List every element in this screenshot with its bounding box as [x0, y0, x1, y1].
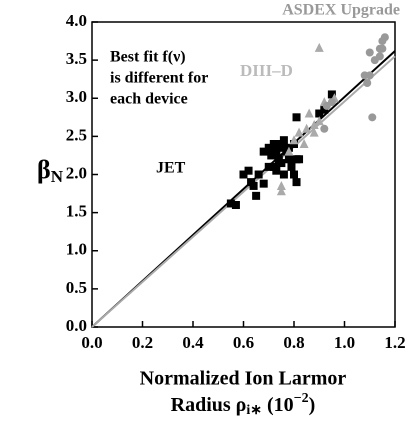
series-label: JET [156, 160, 186, 177]
data-point [254, 170, 263, 179]
data-point [264, 143, 273, 152]
data-point [264, 162, 273, 171]
data-point [360, 71, 369, 80]
data-point [378, 44, 387, 53]
x-tick-label: 0.2 [132, 333, 153, 352]
y-tick-label: 2.0 [66, 163, 87, 182]
x-tick-label: 0.4 [182, 333, 204, 352]
data-point [302, 123, 312, 133]
data-point [327, 98, 336, 107]
y-tick-label: 0.0 [66, 316, 87, 335]
data-point [368, 113, 377, 122]
y-tick-label: 3.5 [66, 49, 87, 68]
data-point [272, 166, 281, 175]
y-tick-label: 3.0 [66, 87, 87, 106]
data-point [287, 162, 296, 171]
annotation: Best fit f(ν) [110, 49, 186, 66]
data-point [239, 170, 248, 179]
data-point [284, 146, 294, 156]
series-label: DIII–D [240, 61, 293, 80]
data-point [252, 191, 261, 200]
data-point [249, 181, 258, 190]
x-tick-label: 1.2 [384, 333, 405, 352]
data-point [315, 109, 324, 118]
annotation: each device [110, 91, 188, 108]
data-point [299, 139, 309, 148]
data-point [304, 108, 314, 118]
y-tick-label: 4.0 [66, 11, 87, 30]
data-point [276, 180, 286, 190]
data-point [244, 166, 253, 175]
y-axis-label: βN [37, 155, 64, 186]
series-label: ASDEX Upgrade [282, 2, 400, 19]
x-tick-label: 0.8 [283, 333, 304, 352]
x-tick-label: 0.6 [233, 333, 254, 352]
y-tick-label: 1.5 [66, 202, 87, 221]
annotation: is different for [110, 70, 208, 87]
x-axis-label: Normalized Ion Larmor [140, 368, 347, 390]
data-point [320, 124, 329, 133]
data-point [279, 136, 288, 145]
data-point [365, 48, 374, 57]
x-axis-label: Radius ρi∗ (10−2) [171, 391, 316, 418]
data-point [295, 155, 304, 164]
data-point [276, 186, 286, 196]
data-point [226, 199, 235, 208]
data-point [320, 105, 329, 114]
data-point [284, 155, 293, 164]
data-point [272, 147, 281, 156]
data-point [259, 147, 268, 156]
x-tick-label: 1.0 [334, 333, 355, 352]
data-point [309, 127, 319, 137]
x-tick-label: 0.0 [81, 333, 102, 352]
data-point [279, 170, 288, 179]
y-tick-label: 1.0 [66, 240, 87, 259]
y-tick-label: 0.5 [66, 278, 87, 297]
data-point [231, 201, 240, 209]
data-point [277, 159, 286, 168]
data-point [274, 140, 283, 148]
data-point [267, 151, 276, 160]
data-point [269, 140, 278, 148]
data-point [327, 90, 336, 99]
data-point [375, 52, 384, 61]
data-point [294, 127, 304, 137]
data-point [289, 135, 299, 145]
data-point [314, 42, 324, 52]
data-point [309, 119, 319, 129]
y-tick-label: 2.5 [66, 125, 87, 144]
fit-line [91, 55, 396, 328]
data-point [314, 116, 324, 126]
data-point [363, 79, 372, 87]
data-point [292, 113, 301, 122]
data-point [290, 170, 298, 179]
data-point [259, 179, 268, 188]
data-point [380, 33, 389, 42]
data-point [292, 178, 301, 187]
